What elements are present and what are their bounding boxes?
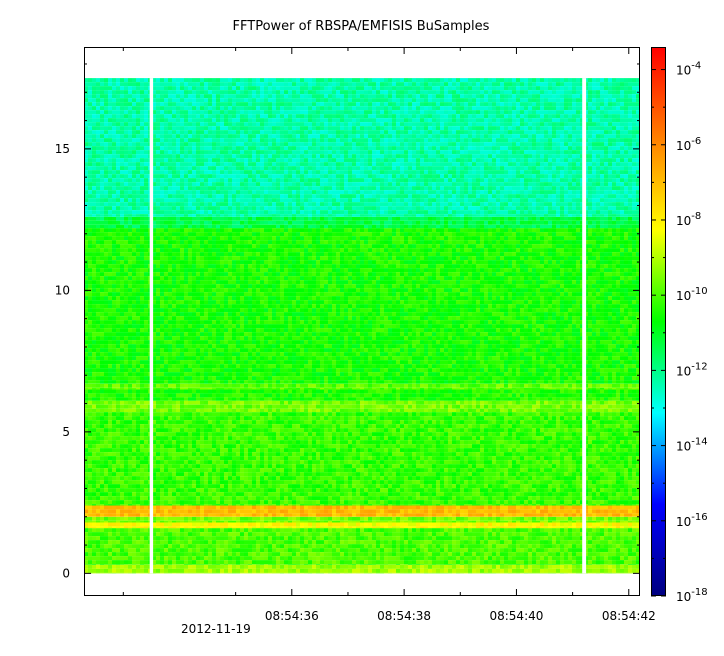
colorbar-tick-label: 10-14 [676,437,708,454]
heatmap-band [84,505,640,517]
colorbar-tick-label: 10-4 [676,61,701,78]
heatmap-band [84,516,640,523]
heatmap-band [84,528,640,565]
x-axis: 08:54:36 08:54:38 08:54:40 08:54:42 [122,47,656,623]
colorbar-tick-label: 10-12 [676,361,708,378]
heatmap-band [84,400,640,412]
x-tick-label: 08:54:38 [377,609,431,623]
y-tick-label: 5 [62,425,70,439]
heatmap-band [84,216,640,229]
data-gap [149,78,154,574]
heatmap-band [84,78,640,217]
colorbar-tick-label: 10-6 [676,136,701,153]
y-axis: 0 5 10 15 [55,63,640,580]
colorbar [651,47,666,596]
x-tick-label: 08:54:42 [602,609,656,623]
y-tick-label: 10 [55,283,70,297]
colorbar-tick-label: 10-8 [676,211,701,228]
data-gaps [149,78,587,574]
heatmap-band [84,522,640,529]
heatmap-cells [84,78,640,574]
colorbar-tick-label: 10-16 [676,512,708,529]
data-gap [582,78,587,574]
y-tick-label: 0 [62,566,70,580]
heatmap-band [84,389,640,401]
x-tick-label: 08:54:40 [489,609,543,623]
colorbar-tick-label: 10-10 [676,286,708,303]
x-date-label: 2012-11-19 [181,622,251,636]
heatmap-band [84,383,640,390]
x-tick-label: 08:54:36 [265,609,319,623]
colorbar-ticks: 10-18 10-16 10-14 10-12 10-10 10-8 10-6 10-4 [651,61,708,604]
plot-frame [84,47,640,596]
colorbar-tick-label: 10-18 [676,587,708,604]
chart-title: FFTPower of RBSPA/EMFISIS BuSamples [233,19,490,34]
y-tick-label: 15 [55,142,70,156]
heatmap-band [84,228,640,384]
heatmap-band [84,412,640,506]
heatmap-band [84,564,640,574]
